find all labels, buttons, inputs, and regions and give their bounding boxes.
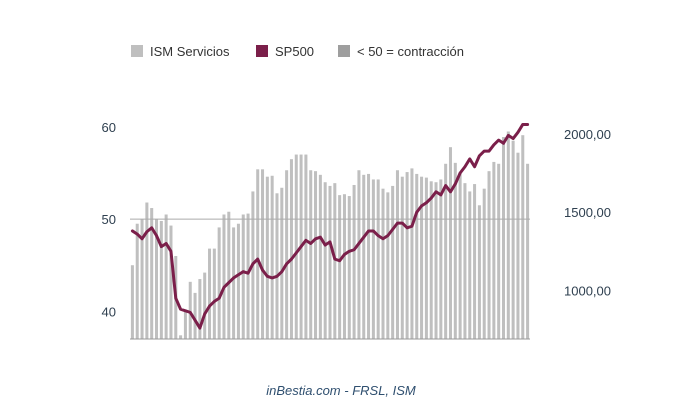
ism-bar xyxy=(526,163,530,339)
ism-bar xyxy=(492,161,496,339)
ism-bar xyxy=(193,292,197,339)
ism-bar xyxy=(362,174,366,339)
right-tick-label: 1000,00 xyxy=(564,283,611,298)
left-tick-label: 50 xyxy=(102,212,116,227)
ism-bar xyxy=(241,214,245,339)
ism-bar xyxy=(232,227,236,339)
ism-bar xyxy=(164,214,168,339)
ism-bar xyxy=(381,188,385,339)
ism-bar xyxy=(314,171,318,339)
ism-bar xyxy=(338,195,342,339)
right-tick-label: 2000,00 xyxy=(564,127,611,142)
ism-bar xyxy=(256,169,260,339)
ism-bar xyxy=(208,248,212,339)
source-caption: inBestia.com - FRSL, ISM xyxy=(266,383,416,398)
ism-bar xyxy=(453,162,457,339)
ism-bar xyxy=(289,159,293,339)
legend-swatch-sp500 xyxy=(256,45,268,57)
ism-bar xyxy=(294,154,298,339)
ism-bar xyxy=(265,176,269,339)
sp500-line xyxy=(130,122,530,330)
ism-bar xyxy=(333,183,337,339)
ism-bar xyxy=(323,182,327,339)
ism-bar xyxy=(444,163,448,339)
ism-bar xyxy=(395,170,399,339)
ism-bar xyxy=(434,182,438,339)
ism-bar xyxy=(309,170,313,339)
ism-bar xyxy=(429,181,433,339)
ism-bar xyxy=(318,174,322,339)
ism-bar xyxy=(217,227,221,339)
ism-bar xyxy=(357,170,361,339)
ism-bar xyxy=(516,152,520,339)
ism-bar xyxy=(188,281,192,339)
ism-bar xyxy=(501,137,505,339)
ism-bar xyxy=(130,265,134,339)
ism-bar xyxy=(155,219,159,339)
legend-label-sp500: SP500 xyxy=(275,44,314,59)
ism-bar xyxy=(270,175,274,339)
ism-bar xyxy=(347,196,351,339)
ism-bar xyxy=(135,223,139,339)
ism-bar xyxy=(386,192,390,339)
ism-bar xyxy=(145,202,149,339)
ism-bar xyxy=(511,140,515,339)
ism-bar xyxy=(150,208,154,339)
ism-bar xyxy=(468,191,472,339)
ism-bar xyxy=(280,187,284,339)
ism-bars xyxy=(130,131,530,339)
ism-bar xyxy=(463,183,467,339)
ism-bar xyxy=(198,279,202,339)
ism-bar xyxy=(420,176,424,339)
ism-bar xyxy=(328,185,332,339)
ism-bar xyxy=(159,220,163,339)
ism-bar xyxy=(376,179,380,339)
ism-bar xyxy=(304,154,308,339)
ism-bar xyxy=(415,173,419,339)
legend: ISM Servicios SP500 < 50 = contracción xyxy=(131,44,464,59)
ism-bar xyxy=(236,223,240,339)
ism-bar xyxy=(212,248,216,339)
ism-bar xyxy=(179,335,183,339)
ism-bar xyxy=(371,179,375,339)
right-axis: 1000,00 1500,00 2000,00 xyxy=(564,127,611,299)
ism-bar xyxy=(227,211,231,339)
ism-bar xyxy=(222,214,226,339)
left-tick-label: 60 xyxy=(102,120,116,135)
ism-bar xyxy=(183,311,187,339)
ism-bar xyxy=(391,185,395,339)
ism-bar xyxy=(140,219,144,339)
ism-bar xyxy=(203,272,207,339)
ism-bar xyxy=(367,173,371,339)
legend-swatch-ism-servicios xyxy=(131,45,143,57)
ism-bar xyxy=(275,193,279,339)
ism-bar xyxy=(400,176,404,339)
ism-bar xyxy=(497,163,501,339)
ism-bar xyxy=(473,184,477,339)
ism-bar xyxy=(352,184,356,339)
legend-swatch-contraccion xyxy=(338,45,350,57)
ism-bar xyxy=(405,172,409,339)
ism-bar xyxy=(487,171,491,339)
ism-bar xyxy=(477,205,481,339)
ism-bar xyxy=(521,135,525,339)
right-tick-label: 1500,00 xyxy=(564,205,611,220)
ism-bar xyxy=(506,131,510,339)
ism-bar xyxy=(448,147,452,339)
ism-bar xyxy=(285,170,289,339)
ism-bar xyxy=(246,213,250,339)
left-tick-label: 40 xyxy=(102,304,116,319)
legend-label-contraccion: < 50 = contracción xyxy=(357,44,464,59)
ism-bar xyxy=(410,168,414,339)
ism-bar xyxy=(342,194,346,339)
legend-label-ism-servicios: ISM Servicios xyxy=(150,44,230,59)
left-axis: 40 50 60 xyxy=(102,120,116,319)
ism-bar xyxy=(261,169,265,339)
ism-bar xyxy=(169,225,173,339)
ism-bar xyxy=(424,177,428,339)
ism-bar xyxy=(439,179,443,339)
ism-bar xyxy=(482,188,486,339)
ism-bar xyxy=(458,173,462,339)
